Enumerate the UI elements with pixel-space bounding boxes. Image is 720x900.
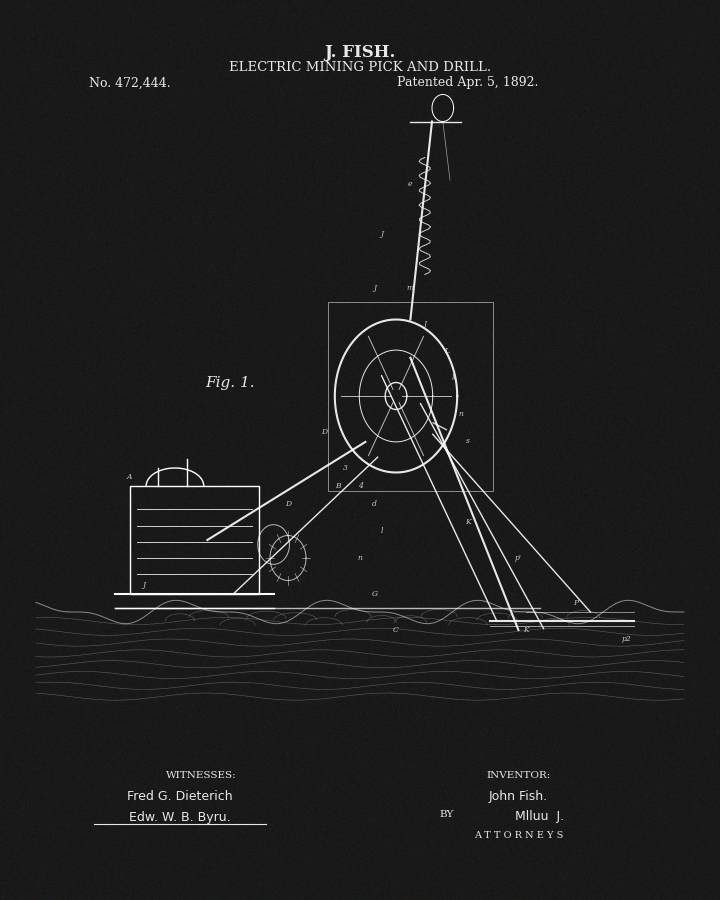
Text: J: J	[143, 581, 145, 589]
Text: k: k	[451, 374, 456, 382]
Text: K: K	[465, 518, 471, 526]
Text: A: A	[127, 473, 132, 481]
Text: P: P	[573, 599, 579, 607]
Text: C: C	[393, 626, 399, 634]
Text: Fred G. Dieterich: Fred G. Dieterich	[127, 790, 233, 803]
Text: John Fish.: John Fish.	[489, 790, 548, 803]
Text: J: J	[423, 320, 426, 328]
Text: D: D	[321, 428, 327, 436]
Text: G: G	[372, 590, 377, 598]
Text: p': p'	[515, 554, 522, 562]
Text: INVENTOR:: INVENTOR:	[486, 771, 551, 780]
Text: Edw. W. B. Byru.: Edw. W. B. Byru.	[129, 811, 231, 824]
Text: n: n	[358, 554, 362, 562]
Text: l: l	[380, 527, 383, 535]
Text: D: D	[285, 500, 291, 508]
Text: A T T O R N E Y S: A T T O R N E Y S	[474, 831, 563, 840]
Text: 4: 4	[358, 482, 362, 490]
Text: K: K	[523, 626, 528, 634]
Text: e: e	[408, 181, 413, 188]
Text: s: s	[466, 437, 470, 445]
Text: 3: 3	[343, 464, 348, 472]
Text: J: J	[380, 230, 383, 238]
Text: Fig. 1.: Fig. 1.	[206, 375, 255, 390]
Text: No. 472,444.: No. 472,444.	[89, 76, 171, 89]
Text: d: d	[372, 500, 377, 508]
Text: B: B	[336, 482, 341, 490]
Text: Patented Apr. 5, 1892.: Patented Apr. 5, 1892.	[397, 76, 539, 89]
Text: ELECTRIC MINING PICK AND DRILL.: ELECTRIC MINING PICK AND DRILL.	[229, 61, 491, 74]
Text: p2: p2	[621, 635, 631, 643]
Text: WITNESSES:: WITNESSES:	[166, 771, 237, 780]
Text: n: n	[459, 410, 463, 418]
Text: Mlluu  J.: Mlluu J.	[516, 810, 564, 823]
Text: L: L	[444, 347, 449, 355]
Text: J. FISH.: J. FISH.	[324, 44, 396, 60]
Text: BY: BY	[439, 810, 454, 819]
Text: m: m	[407, 284, 414, 292]
Text: J: J	[373, 284, 376, 292]
